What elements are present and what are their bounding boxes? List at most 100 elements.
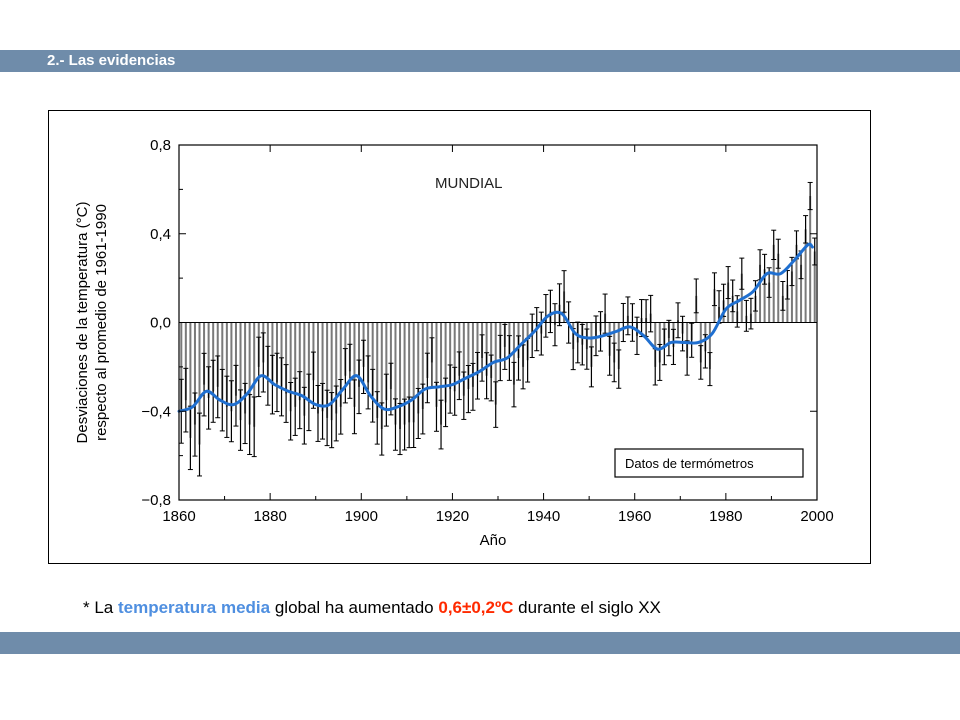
- bar: [367, 322, 370, 383]
- bar: [772, 244, 775, 323]
- bar: [271, 322, 274, 385]
- bar: [326, 322, 329, 418]
- chart-frame: 1860 1880 1900 1920 1940 1960 1980 2000 0,8 0,4 0,…: [48, 110, 871, 564]
- bar: [316, 322, 319, 414]
- bar: [809, 196, 812, 323]
- smoothed-series-line: [177, 242, 814, 413]
- bar: [786, 284, 789, 323]
- bar: [467, 322, 470, 390]
- bar: [275, 322, 278, 383]
- bar: [280, 322, 283, 387]
- bar: [494, 322, 497, 405]
- bar: [371, 322, 374, 396]
- legend-label: Datos de termómetros: [625, 456, 754, 471]
- bar: [768, 282, 771, 323]
- bar: [307, 322, 310, 403]
- bar: [449, 322, 452, 390]
- caption-middle: global ha aumentado: [270, 598, 439, 617]
- y-axis-label: Desviaciones de la temperatura (°C): [74, 202, 91, 444]
- caption-highlight-temperature: temperatura media: [117, 598, 271, 617]
- bar: [248, 322, 251, 425]
- x-tick-label: 1960: [618, 508, 651, 525]
- bar: [380, 322, 383, 429]
- bar: [298, 322, 301, 401]
- bar: [216, 322, 219, 387]
- x-tick-label: 1920: [436, 508, 469, 525]
- bar: [490, 322, 493, 378]
- bar: [394, 322, 397, 425]
- bar: [654, 322, 657, 367]
- bar: [658, 322, 661, 363]
- bar: [686, 322, 689, 358]
- bar: [376, 322, 379, 418]
- bar: [335, 322, 338, 414]
- x-axis-label: Año: [480, 532, 507, 549]
- bar: [230, 322, 233, 412]
- y-axis-label-2: respecto al promedio de 1961-1990: [93, 204, 110, 441]
- bar: [485, 322, 488, 376]
- bar: [800, 264, 803, 323]
- bar: [353, 322, 356, 407]
- legend: Datos de termómetros: [614, 448, 804, 478]
- bar: [339, 322, 342, 407]
- y-tick-label: 0,4: [150, 226, 171, 243]
- bar: [412, 322, 415, 423]
- bar: [763, 269, 766, 323]
- bar: [221, 322, 224, 401]
- x-tick-label: 2000: [800, 508, 833, 525]
- y-tick-label: −0,4: [141, 403, 171, 420]
- bar: [225, 322, 228, 407]
- temperature-chart: 1860 1880 1900 1920 1940 1960 1980 2000 0,8 0,4 0,…: [74, 137, 834, 549]
- bar: [408, 322, 411, 423]
- bar: [462, 322, 465, 396]
- bar: [759, 264, 762, 323]
- y-tick-label: 0,8: [150, 137, 171, 154]
- bar: [458, 322, 461, 376]
- legend-box: [614, 448, 804, 478]
- bar: [471, 322, 474, 387]
- x-tick-label: 1860: [162, 508, 195, 525]
- bar: [804, 229, 807, 323]
- bottom-band: [0, 632, 960, 654]
- bar: [403, 322, 406, 425]
- bar: [385, 322, 388, 401]
- chart-title: MUNDIAL: [435, 175, 503, 192]
- section-title: 2.- Las evidencias: [47, 52, 176, 69]
- y-tick-label: −0,8: [141, 492, 171, 509]
- bar: [289, 322, 292, 412]
- bar: [617, 322, 620, 370]
- x-tick-label: 1940: [527, 508, 560, 525]
- top-band: [0, 50, 960, 72]
- bar: [303, 322, 306, 416]
- bar: [421, 322, 424, 410]
- bar: [453, 322, 456, 392]
- bar: [590, 322, 593, 367]
- bar: [708, 322, 711, 370]
- bar: [234, 322, 237, 396]
- bar: [198, 322, 201, 445]
- x-tick-label: 1880: [253, 508, 286, 525]
- bar: [399, 322, 402, 429]
- bar: [435, 322, 438, 407]
- bar: [613, 322, 616, 363]
- bar: [440, 322, 443, 425]
- caption: * La temperatura media global ha aumenta…: [83, 598, 661, 618]
- axes-layer: 1860 1880 1900 1920 1940 1960 1980 2000 0,8 0,4 0,…: [141, 137, 833, 525]
- caption-prefix: * La: [83, 598, 118, 617]
- bar: [193, 322, 196, 425]
- bar: [294, 322, 297, 407]
- bar: [253, 322, 256, 427]
- x-tick-label: 1980: [709, 508, 742, 525]
- y-tick-label: 0,0: [150, 315, 171, 332]
- bar: [777, 253, 780, 323]
- bar: [389, 322, 392, 390]
- bar: [189, 322, 192, 438]
- bar: [790, 271, 793, 323]
- bar: [207, 322, 210, 398]
- bar: [476, 322, 479, 376]
- error-bars-layer: [178, 181, 818, 477]
- bar: [727, 282, 730, 323]
- bar: [212, 322, 215, 392]
- bar: [417, 322, 420, 414]
- x-tick-label: 1900: [345, 508, 378, 525]
